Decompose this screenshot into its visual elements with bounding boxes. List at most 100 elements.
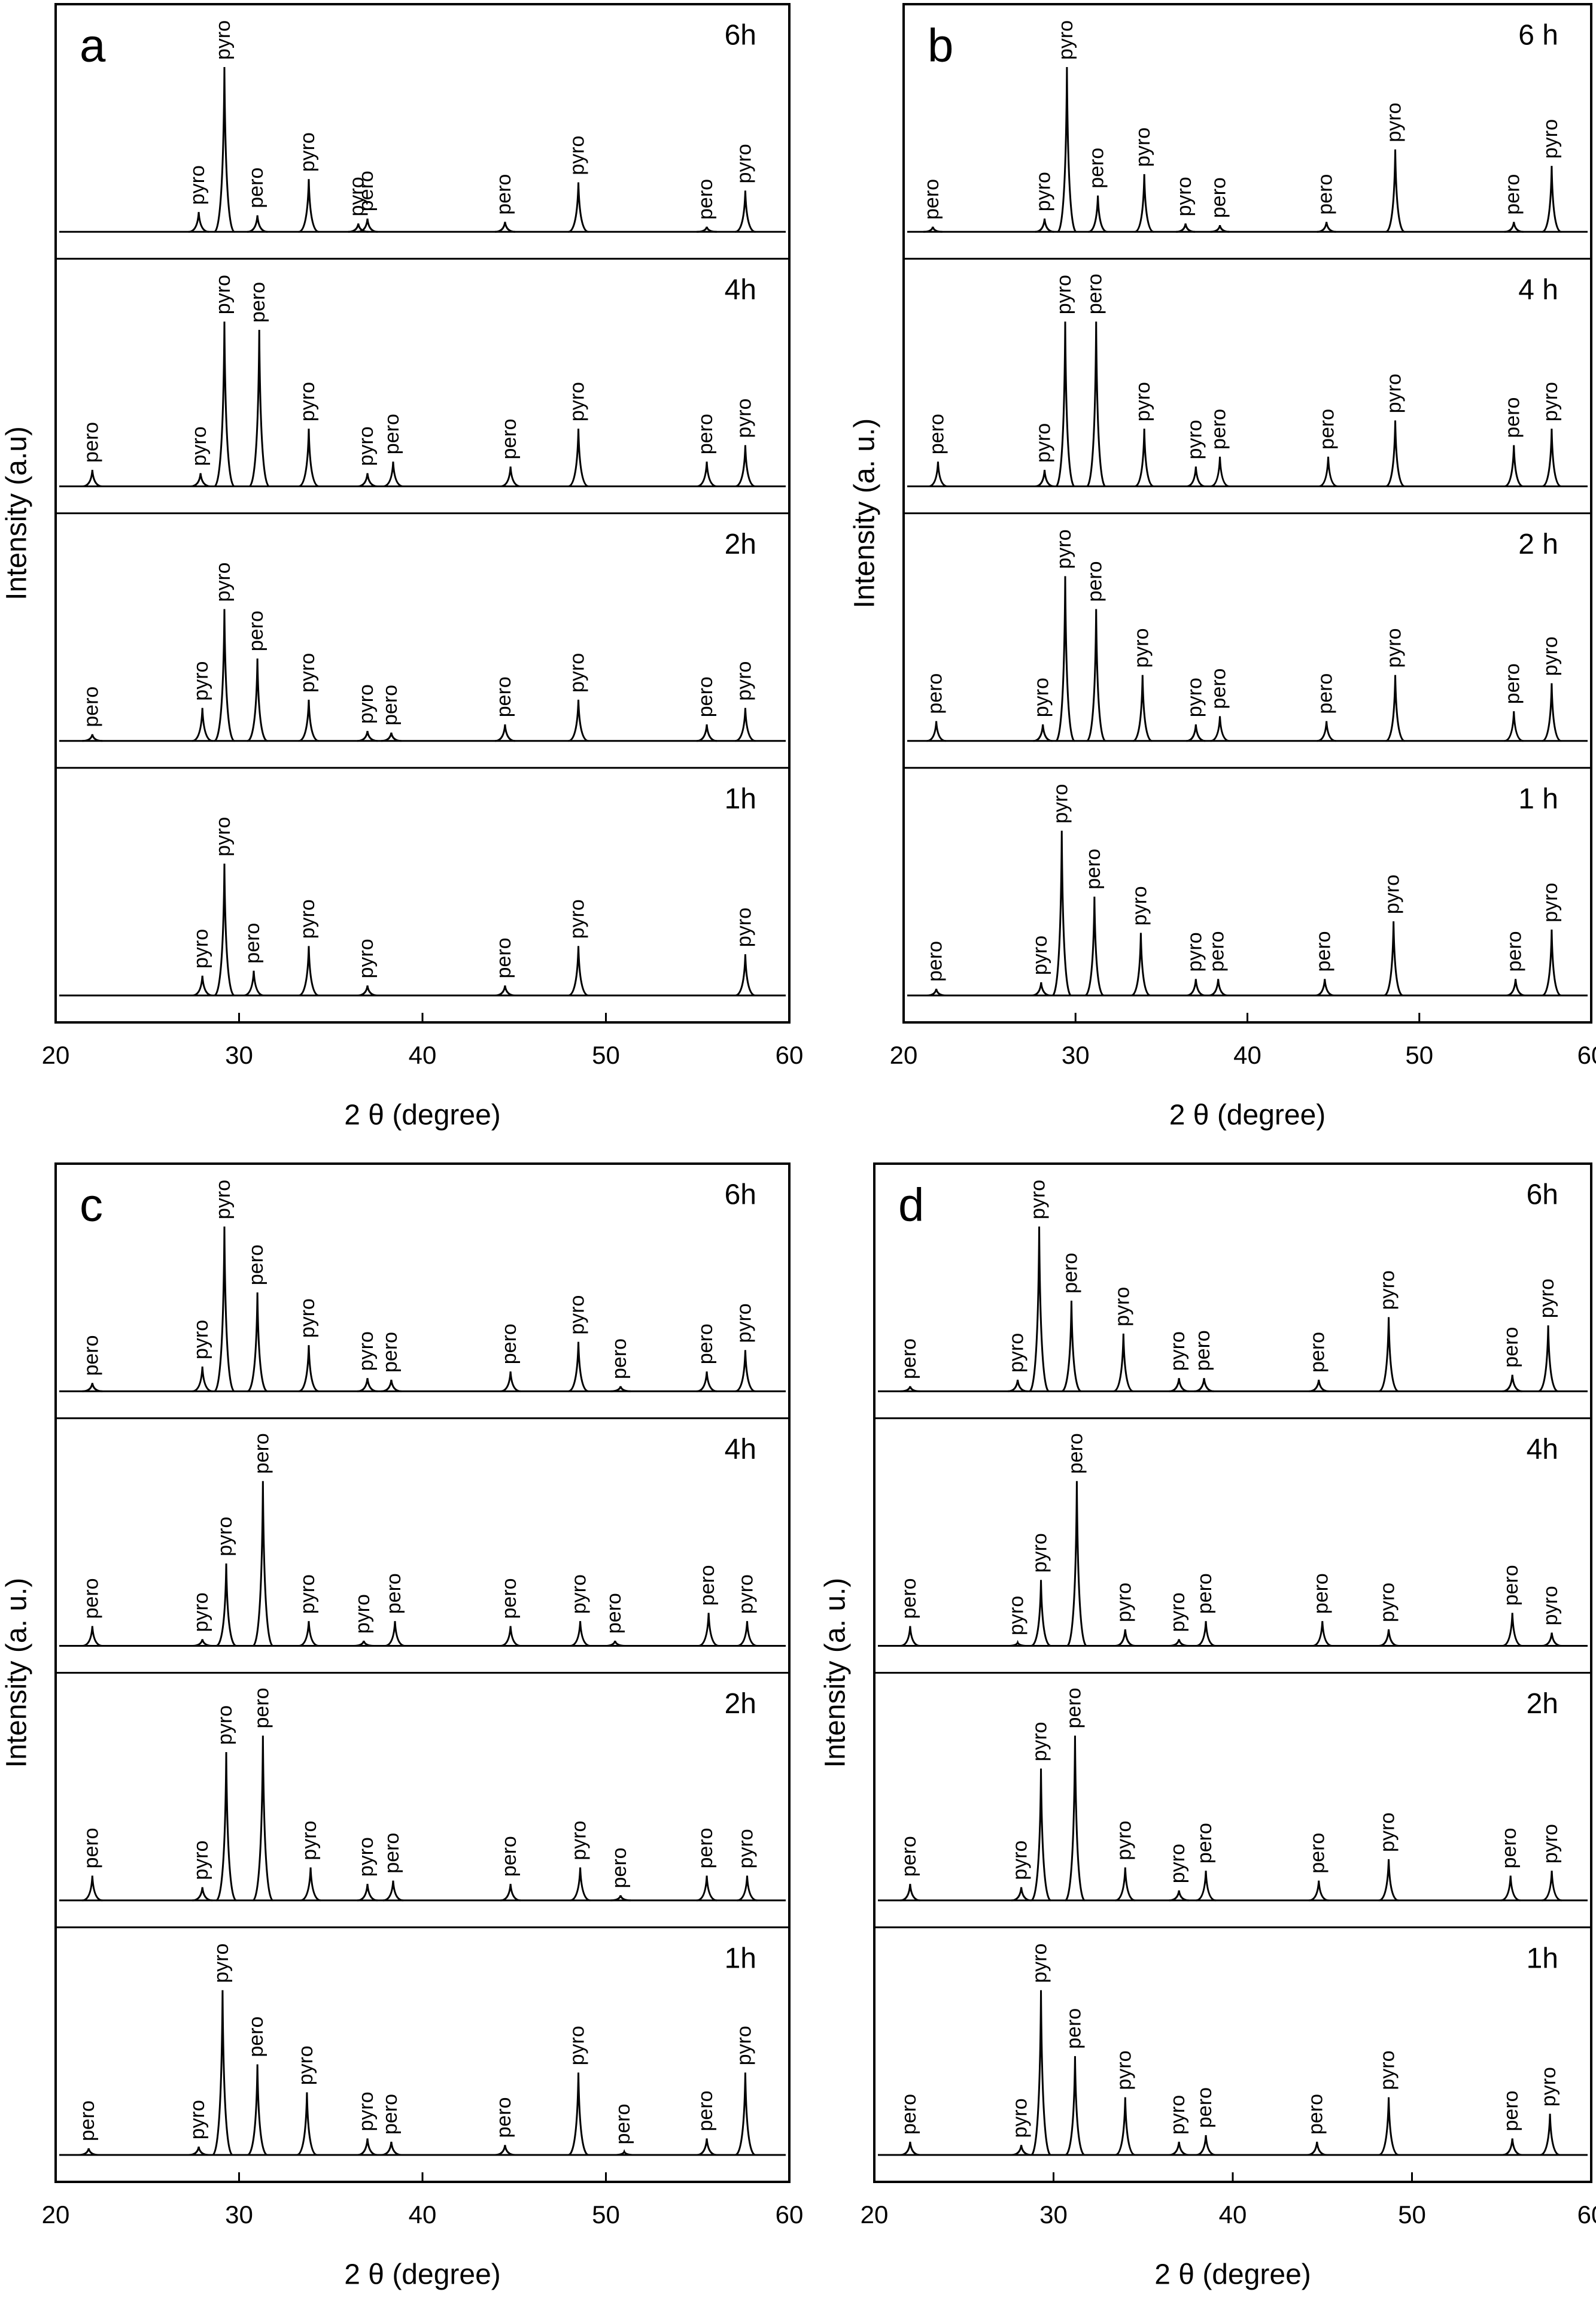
peak bbox=[1088, 195, 1108, 233]
peak bbox=[568, 946, 589, 997]
peak-label: pyro bbox=[188, 426, 211, 466]
peak-label: pyro bbox=[190, 1841, 212, 1880]
peak bbox=[248, 330, 270, 487]
peak bbox=[252, 1735, 273, 1902]
peak bbox=[500, 466, 521, 487]
peak-label: pyro bbox=[190, 1592, 212, 1632]
peak-label: pyro bbox=[568, 1821, 591, 1860]
peak bbox=[610, 1386, 631, 1392]
peak bbox=[923, 226, 943, 233]
peak bbox=[1542, 683, 1562, 742]
peak bbox=[1542, 929, 1562, 997]
peak-label: pero bbox=[493, 937, 515, 978]
peak-label: pero bbox=[250, 1433, 273, 1474]
peak-label: pyro bbox=[351, 1594, 374, 1634]
peak bbox=[1008, 1640, 1028, 1647]
panel-label: a bbox=[80, 19, 106, 72]
peak-label: pyro bbox=[1381, 875, 1404, 914]
peak-label: pyro bbox=[355, 426, 378, 466]
peak-label: pyro bbox=[1112, 1821, 1135, 1860]
peak bbox=[568, 429, 589, 487]
peak bbox=[1502, 2138, 1522, 2156]
peak bbox=[382, 1880, 404, 1902]
x-tick-label: 30 bbox=[225, 2200, 253, 2229]
peak bbox=[192, 1887, 213, 1902]
peak bbox=[1542, 1871, 1562, 1902]
peak bbox=[1385, 675, 1405, 742]
peak bbox=[1066, 1481, 1087, 1647]
peak-label: pero bbox=[924, 941, 947, 982]
peak bbox=[568, 1341, 589, 1392]
peak-label: pyro bbox=[1376, 1270, 1399, 1310]
peak-label: pero bbox=[1315, 409, 1338, 450]
peak bbox=[735, 445, 756, 487]
peak-label: pero bbox=[498, 1836, 521, 1877]
peak-label: pyro bbox=[1539, 1586, 1562, 1625]
peak-label: pyro bbox=[212, 817, 235, 857]
peak-label: pero bbox=[694, 179, 717, 220]
peak bbox=[1065, 2056, 1086, 2156]
peak-label: pero bbox=[241, 923, 264, 964]
series-name: 2h bbox=[1527, 1688, 1558, 1720]
x-tick-label: 40 bbox=[409, 2200, 437, 2229]
peak bbox=[1011, 1887, 1032, 1902]
peak-label: pyro bbox=[732, 907, 755, 947]
peak bbox=[1084, 896, 1105, 997]
peak-label: pyro bbox=[346, 177, 369, 216]
series-name: 1h bbox=[725, 1942, 756, 1974]
peak-label: pyro bbox=[214, 1517, 236, 1556]
peak bbox=[190, 473, 211, 487]
peak bbox=[735, 1350, 756, 1392]
peak bbox=[1500, 1875, 1521, 1902]
peak bbox=[382, 462, 404, 487]
peak bbox=[1196, 1621, 1216, 1647]
peak bbox=[494, 221, 515, 233]
peak-label: pero bbox=[1498, 1828, 1521, 1868]
peak-label: pero bbox=[493, 676, 515, 717]
peak-label: pero bbox=[493, 174, 515, 215]
peak-label: pero bbox=[1314, 673, 1337, 714]
peak-label: pero bbox=[379, 685, 402, 725]
peak bbox=[900, 1884, 920, 1902]
y-axis-label: Intensity (a.u) bbox=[1, 426, 33, 600]
series-name: 1h bbox=[725, 783, 756, 815]
peak bbox=[735, 2072, 756, 2156]
peak bbox=[348, 223, 369, 233]
peak-label: pero bbox=[245, 611, 267, 651]
peak-label: pyro bbox=[1166, 1331, 1189, 1371]
x-axis-label: 2 θ (degree) bbox=[344, 1100, 501, 1131]
peak-label: pero bbox=[694, 1323, 717, 1364]
peak bbox=[1065, 1735, 1086, 1902]
peak bbox=[1542, 429, 1562, 487]
peak-label: pyro bbox=[1376, 1583, 1399, 1622]
peak-label: pyro bbox=[566, 1295, 589, 1335]
peak bbox=[214, 609, 235, 742]
peak bbox=[192, 708, 213, 742]
peak-label: pyro bbox=[566, 2026, 589, 2065]
peak-label: pyro bbox=[1166, 1592, 1189, 1632]
peak-label: pyro bbox=[1029, 1722, 1051, 1761]
peak bbox=[1186, 466, 1206, 487]
peak bbox=[247, 215, 268, 233]
peak-label: pyro bbox=[1112, 2051, 1135, 2090]
peak-label: pero bbox=[1208, 177, 1230, 218]
peak-label: pero bbox=[1503, 931, 1526, 972]
peak-label: pero bbox=[247, 282, 269, 323]
series-name: 2 h bbox=[1518, 529, 1558, 560]
peak bbox=[1131, 933, 1151, 997]
peak bbox=[698, 1613, 719, 1647]
peak-label: pyro bbox=[732, 399, 755, 438]
peak-label: pyro bbox=[1130, 629, 1153, 668]
peak bbox=[1008, 1379, 1028, 1392]
peak bbox=[1115, 2097, 1136, 2156]
peak-label: pero bbox=[694, 1828, 717, 1868]
peak-label: pyro bbox=[1376, 1813, 1399, 1852]
peak bbox=[1011, 2145, 1032, 2156]
peak-label: pyro bbox=[1539, 382, 1562, 421]
x-tick-label: 50 bbox=[592, 1041, 620, 1069]
peak bbox=[735, 190, 756, 233]
peak bbox=[500, 1371, 521, 1392]
peak bbox=[568, 182, 589, 233]
peak-label: pyro bbox=[210, 1944, 233, 1983]
